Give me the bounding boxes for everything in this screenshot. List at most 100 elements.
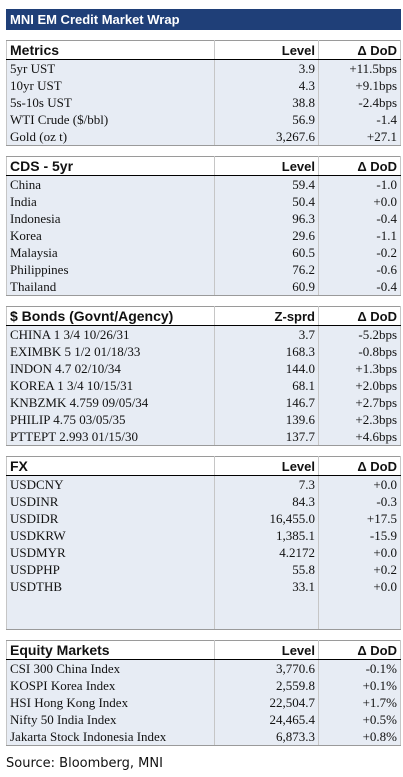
row-label: India: [6, 193, 215, 210]
row-label: CSI 300 China Index: [6, 659, 215, 677]
row-label: USDKRW: [6, 527, 215, 544]
level-cell: 33.1: [214, 578, 319, 595]
row-label: Jakarta Stock Indonesia Index: [6, 728, 215, 746]
table-row: KOREA 1 3/4 10/15/31 68.1 +2.0bps: [6, 377, 401, 394]
row-label: China: [6, 175, 215, 193]
spacer-cell: [6, 29, 215, 41]
row-label: USDIDR: [6, 510, 215, 527]
row-label: Thailand: [6, 278, 215, 296]
level-cell: 137.7: [214, 428, 319, 446]
level-cell: 4.2172: [214, 544, 319, 561]
change-cell: +0.1%: [318, 677, 401, 694]
row-label: Nifty 50 India Index: [6, 711, 215, 728]
blank-cell: [6, 595, 215, 612]
level-cell: 59.4: [214, 175, 319, 193]
change-cell: +0.0: [318, 475, 401, 493]
spacer-cell: [318, 29, 401, 41]
change-cell: -0.1%: [318, 659, 401, 677]
blank-row: [6, 612, 401, 630]
spacer-cell: [318, 145, 401, 157]
row-label: USDMYR: [6, 544, 215, 561]
change-cell: +0.5%: [318, 711, 401, 728]
change-cell: +2.3bps: [318, 411, 401, 428]
table-row: USDKRW 1,385.1 -15.9: [6, 527, 401, 544]
table-row: USDPHP 55.8 +0.2: [6, 561, 401, 578]
row-label: HSI Hong Kong Index: [6, 694, 215, 711]
change-cell: -5.2bps: [318, 325, 401, 343]
row-label: Philippines: [6, 261, 215, 278]
section-title: $ Bonds (Govnt/Agency): [6, 306, 215, 326]
table-row: Jakarta Stock Indonesia Index 6,873.3 +0.8…: [6, 728, 401, 746]
table-row: PTTEPT 2.993 01/15/30 137.7 +4.6bps: [6, 428, 401, 446]
market-wrap-table: MNI EM Credit Market Wrap Metrics Level Δ …: [6, 9, 401, 746]
row-label: KOSPI Korea Index: [6, 677, 215, 694]
level-cell: 84.3: [214, 493, 319, 510]
table-title-row: MNI EM Credit Market Wrap: [6, 9, 401, 30]
table-row: HSI Hong Kong Index 22,504.7 +1.7%: [6, 694, 401, 711]
change-cell: +0.0: [318, 544, 401, 561]
table-row: Thailand 60.9 -0.4: [6, 278, 401, 296]
level-cell: 22,504.7: [214, 694, 319, 711]
level-cell: 3.7: [214, 325, 319, 343]
row-label: KNBZMK 4.759 09/05/34: [6, 394, 215, 411]
row-label: Gold (oz t): [6, 128, 215, 146]
level-cell: 24,465.4: [214, 711, 319, 728]
blank-cell: [214, 595, 319, 612]
column-header: Δ DoD: [318, 456, 401, 476]
table-row: INDON 4.7 02/10/34 144.0 +1.3bps: [6, 360, 401, 377]
change-cell: -0.4: [318, 210, 401, 227]
row-label: USDPHP: [6, 561, 215, 578]
table-row: Nifty 50 India Index 24,465.4 +0.5%: [6, 711, 401, 728]
spacer-cell: [6, 295, 215, 307]
column-header: Δ DoD: [318, 306, 401, 326]
blank-cell: [318, 612, 401, 630]
change-cell: -0.4: [318, 278, 401, 296]
row-label: WTI Crude ($/bbl): [6, 111, 215, 128]
change-cell: +2.0bps: [318, 377, 401, 394]
column-header: Δ DoD: [318, 40, 401, 60]
row-label: USDCNY: [6, 475, 215, 493]
table-row: USDINR 84.3 -0.3: [6, 493, 401, 510]
row-label: KOREA 1 3/4 10/15/31: [6, 377, 215, 394]
level-cell: 146.7: [214, 394, 319, 411]
row-label: USDTHB: [6, 578, 215, 595]
blank-cell: [318, 595, 401, 612]
table-row: WTI Crude ($/bbl) 56.9 -1.4: [6, 111, 401, 128]
change-cell: +2.7bps: [318, 394, 401, 411]
change-cell: +1.7%: [318, 694, 401, 711]
spacer-cell: [214, 145, 319, 157]
change-cell: +27.1: [318, 128, 401, 146]
table-row: Gold (oz t) 3,267.6 +27.1: [6, 128, 401, 146]
column-header: Δ DoD: [318, 156, 401, 176]
table-row: USDMYR 4.2172 +0.0: [6, 544, 401, 561]
level-cell: 56.9: [214, 111, 319, 128]
column-header: Level: [214, 156, 319, 176]
row-label: PHILIP 4.75 03/05/35: [6, 411, 215, 428]
spacer-cell: [318, 445, 401, 457]
column-header: Level: [214, 456, 319, 476]
level-cell: 7.3: [214, 475, 319, 493]
spacer-cell: [214, 295, 319, 307]
level-cell: 168.3: [214, 343, 319, 360]
section-title: Equity Markets: [6, 640, 215, 660]
column-header: Level: [214, 640, 319, 660]
blank-row: [6, 595, 401, 612]
table-row: Malaysia 60.5 -0.2: [6, 244, 401, 261]
change-cell: +0.0: [318, 578, 401, 595]
blank-cell: [214, 612, 319, 630]
level-cell: 139.6: [214, 411, 319, 428]
level-cell: 16,455.0: [214, 510, 319, 527]
table-row: CSI 300 China Index 3,770.6 -0.1%: [6, 659, 401, 677]
level-cell: 2,559.8: [214, 677, 319, 694]
table-title: MNI EM Credit Market Wrap: [6, 9, 215, 30]
title-blank-cell: [214, 9, 319, 30]
table-row: CHINA 1 3/4 10/26/31 3.7 -5.2bps: [6, 325, 401, 343]
section-header-cds: CDS - 5yr Level Δ DoD: [6, 156, 401, 176]
table-row: KNBZMK 4.759 09/05/34 146.7 +2.7bps: [6, 394, 401, 411]
spacer-cell: [318, 295, 401, 307]
level-cell: 96.3: [214, 210, 319, 227]
section-spacer: [6, 445, 401, 457]
change-cell: -2.4bps: [318, 94, 401, 111]
change-cell: -1.0: [318, 175, 401, 193]
section-header-equity: Equity Markets Level Δ DoD: [6, 640, 401, 660]
